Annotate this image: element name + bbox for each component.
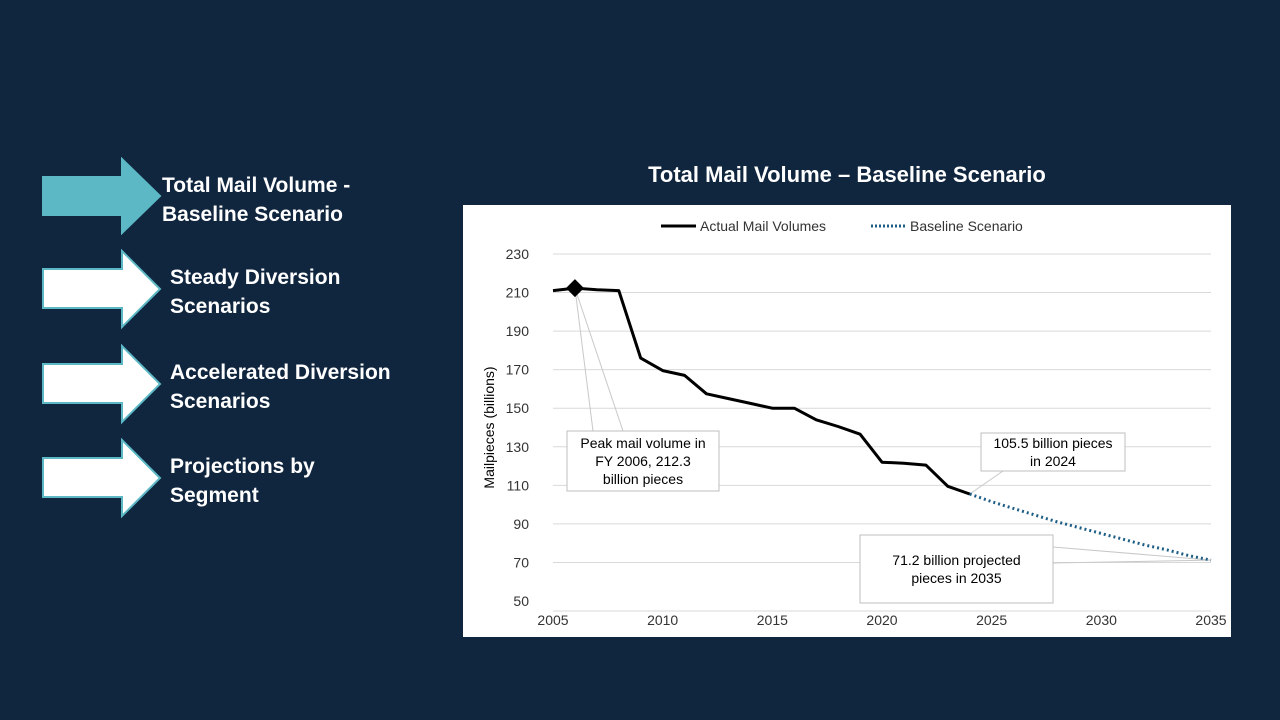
annotation-leader [574,287,624,432]
x-tick-label: 2015 [757,612,788,628]
annotation-leader [969,470,1004,495]
arrow-right-icon [42,438,162,519]
nav-item-label: Projections by Segment [170,455,315,507]
y-tick-label: 170 [506,362,530,378]
legend-label-baseline: Baseline Scenario [910,218,1023,234]
y-tick-label: 110 [507,477,530,493]
annotation-text: 105.5 billion pieces [993,435,1112,451]
x-tick-label: 2020 [866,612,897,628]
x-tick-label: 2035 [1195,612,1226,628]
annotation-box [859,534,1054,604]
arrow-right-icon [42,344,162,425]
x-tick-label: 2005 [537,612,568,628]
series-line-baseline-scenario [969,492,1212,562]
arrow-right-icon [42,249,162,330]
chart-panel: 50 70 90 110 130 150 170 190 210 230 2005 2010 2015 2… [463,205,1231,637]
annotation-leader [1052,546,1212,561]
y-tick-label: 130 [506,439,530,455]
annotation-text: in 2024 [1030,453,1076,469]
nav-item-projections-by-segment[interactable]: Projections by Segment [40,438,460,519]
series-line-actual-mail-volumes [552,286,971,496]
scenario-navigation: Total Mail Volume - Baseline Scenario St… [0,0,460,720]
annotation-box [980,432,1126,472]
annotation-text: pieces in 2035 [911,570,1002,586]
y-tick-label: 190 [506,323,530,339]
annotation-text: Peak mail volume in [580,435,705,451]
y-tick-label: 90 [513,516,529,532]
arrow-right-icon [42,157,162,235]
annotation-text: FY 2006, 212.3 [595,453,691,469]
x-tick-label: 2025 [976,612,1007,628]
annotation-text: 71.2 billion projected [892,552,1020,568]
nav-item-total-mail-volume[interactable]: Total Mail Volume - Baseline Scenario [40,157,460,237]
y-axis-label: Mailpieces (billions) [481,366,497,488]
y-tick-label: 50 [513,593,529,609]
annotation-box [566,430,720,492]
y-tick-label: 70 [513,554,529,570]
nav-item-label: Total Mail Volume - Baseline Scenario [162,174,351,226]
y-tick-label: 150 [506,400,530,416]
y-tick-label: 230 [506,246,530,262]
legend-label-actual: Actual Mail Volumes [700,218,826,234]
x-tick-label: 2030 [1086,612,1117,628]
nav-item-label: Steady Diversion Scenarios [170,266,341,318]
y-tick-label: 210 [506,285,530,301]
nav-item-label: Accelerated Diversion Scenarios [170,361,391,413]
nav-item-accelerated-diversion[interactable]: Accelerated Diversion Scenarios [40,344,460,425]
line-chart: 50 70 90 110 130 150 170 190 210 230 2005 2010 2015 2… [481,218,1227,628]
nav-item-steady-diversion[interactable]: Steady Diversion Scenarios [40,249,460,330]
peak-marker [565,279,584,298]
annotation-leader [1052,559,1212,564]
annotation-leader [574,288,594,432]
x-tick-label: 2010 [647,612,678,628]
annotation-text: billion pieces [603,471,683,487]
chart-title: Total Mail Volume – Baseline Scenario [648,162,1046,187]
